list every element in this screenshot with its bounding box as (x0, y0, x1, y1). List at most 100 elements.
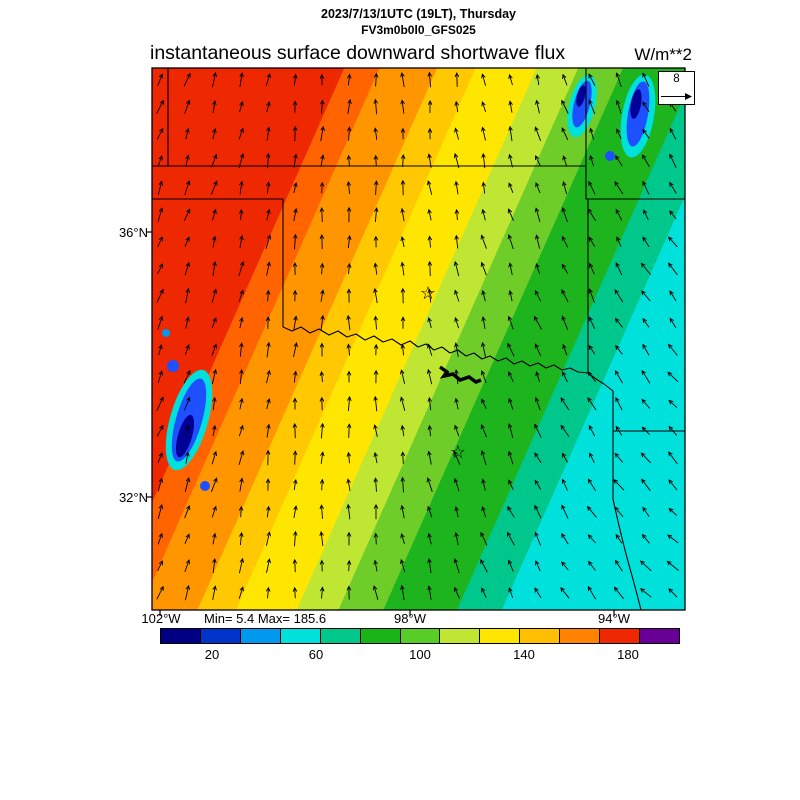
wind-arrow (427, 260, 433, 277)
wind-arrow (400, 343, 406, 356)
wind-arrow (535, 234, 541, 249)
wind-arrow (535, 182, 541, 194)
wind-arrow (156, 396, 164, 411)
wind-arrow (588, 344, 596, 355)
wind-arrow (346, 126, 352, 141)
wind-arrow (157, 477, 164, 492)
wind-arrow (157, 452, 163, 463)
red-river (282, 326, 614, 392)
wind-arrow (534, 289, 542, 302)
wind-arrow (481, 152, 486, 169)
wind-arrow (157, 560, 163, 572)
wind-arrow (185, 154, 190, 167)
units-label: W/m**2 (634, 45, 692, 64)
border-texas-panhandle (152, 198, 284, 327)
wind-arrow (212, 424, 217, 437)
wind-arrow (346, 478, 351, 491)
wind-arrow (588, 424, 596, 437)
wind-arrow (373, 154, 379, 167)
wind-arrow (535, 99, 540, 114)
wind-arrow (534, 423, 542, 438)
wind-arrow (507, 234, 514, 250)
wind-arrow (293, 505, 298, 518)
wind-arrow (668, 479, 678, 491)
wind-arrow (615, 155, 623, 167)
wind-arrow (480, 341, 486, 358)
wind-arrow (642, 180, 650, 195)
wind-arrow (212, 128, 217, 140)
wind-arrow (266, 341, 271, 358)
wind-arrow (400, 424, 405, 437)
wind-arrow (319, 206, 325, 223)
wind-arrow (293, 315, 298, 330)
wind-arrow (373, 315, 379, 330)
wind-arrow (319, 73, 325, 86)
wind-arrow (639, 560, 652, 572)
wind-arrow (346, 343, 352, 356)
wind-arrow (238, 557, 245, 574)
wind-arrow (346, 262, 352, 275)
border-texas-louisiana (612, 391, 642, 611)
wind-arrow (238, 208, 244, 221)
wind-arrow (587, 208, 597, 222)
wind-arrow (561, 289, 569, 303)
wind-arrow (347, 234, 352, 249)
wind-arrow (666, 560, 679, 571)
wind-arrow (400, 236, 405, 248)
wind-arrow (508, 371, 514, 383)
wind-arrow (427, 343, 433, 356)
wind-arrow (346, 180, 351, 195)
colorbar-segment (279, 629, 320, 643)
wind-arrow (454, 368, 459, 385)
wind-arrow (560, 587, 570, 599)
wind-arrow (508, 153, 513, 168)
wind-arrow (373, 369, 379, 384)
wind-arrow (642, 72, 650, 87)
wind-arrow (453, 152, 460, 169)
colorbar-segment (359, 629, 400, 643)
wind-arrow (534, 207, 541, 222)
wind-arrow (184, 533, 190, 544)
wind-arrow (481, 73, 487, 86)
wind-arrow (210, 180, 218, 195)
colorbar-segment (559, 629, 600, 643)
wind-arrow (642, 317, 650, 328)
colorbar-tick: 100 (409, 647, 431, 662)
wind-arrow (454, 397, 459, 410)
wind-arrow (320, 99, 325, 114)
wind-arrow (292, 100, 298, 113)
cloud-patch (175, 414, 195, 458)
wind-arrow (481, 289, 486, 302)
wind-arrow (641, 290, 651, 302)
wind-arrow (265, 73, 271, 87)
wind-arrow (454, 506, 459, 518)
wind-arrow (613, 586, 624, 599)
wind-arrow (157, 73, 164, 86)
wind-arrow (265, 478, 271, 491)
wind-arrow (212, 396, 217, 411)
wind-arrow (184, 504, 191, 519)
wind-arrow (615, 208, 623, 221)
wind-arrow (238, 450, 245, 466)
wind-arrow (266, 369, 271, 384)
wind-arrow (480, 370, 487, 384)
wind-arrow (319, 559, 325, 572)
colorbar-tick: 180 (617, 647, 639, 662)
wind-arrow (560, 424, 570, 437)
wind-arrow (400, 99, 405, 114)
wind-arrow (157, 263, 164, 275)
star-marker-south: ☆ (450, 442, 466, 462)
wind-arrow (508, 125, 513, 142)
wind-arrow (668, 399, 678, 408)
lon-tick-label-98w: 98°W (394, 611, 426, 626)
wind-arrow (400, 316, 406, 329)
wind-arrow (292, 422, 298, 439)
wind-arrow (481, 316, 486, 329)
wind-arrow (399, 396, 406, 411)
wind-arrow (642, 506, 650, 517)
wind-arrow (614, 370, 623, 384)
flux-color-field (152, 68, 685, 610)
wind-arrow (507, 505, 515, 518)
wind-arrow (508, 73, 513, 86)
wind-arrow (587, 478, 596, 492)
